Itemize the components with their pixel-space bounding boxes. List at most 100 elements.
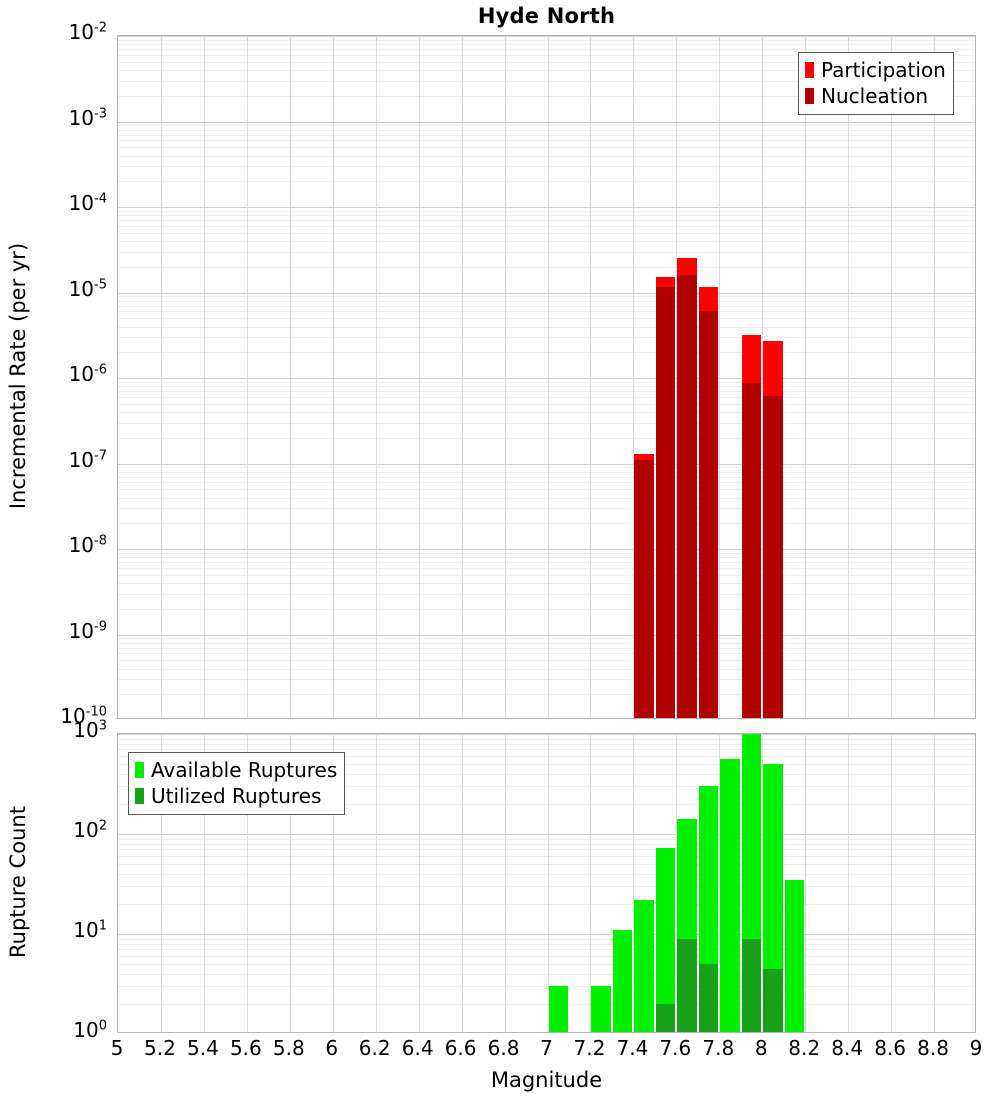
- gridline-minor-horizontal: [118, 62, 975, 63]
- gridline-minor-horizontal: [118, 327, 975, 328]
- gridline-vertical: [590, 734, 592, 1032]
- gridline-minor-horizontal: [118, 744, 975, 745]
- utilized-ruptures-segment: [677, 938, 697, 1032]
- x-tick-label: 6.6: [444, 1036, 477, 1060]
- rate-bar: [698, 36, 719, 718]
- legend-item-available-ruptures: Available Ruptures: [135, 757, 337, 783]
- gridline-minor-horizontal: [118, 964, 975, 965]
- incremental-rate-legend: Participation Nucleation: [798, 52, 954, 115]
- y-tick-label: 10-8: [68, 533, 107, 557]
- utilized-ruptures-segment: [741, 938, 762, 1032]
- x-tick-label: 5.6: [229, 1036, 262, 1060]
- gridline-minor-horizontal: [118, 482, 975, 483]
- gridline-minor-horizontal: [118, 939, 975, 940]
- x-tick-label: 7.4: [616, 1036, 649, 1060]
- gridline-vertical: [332, 36, 334, 718]
- gridline-minor-horizontal: [118, 764, 975, 765]
- gridline-major-horizontal: [118, 36, 975, 37]
- gridline-minor-horizontal: [118, 211, 975, 212]
- y-tick-label: 103: [73, 718, 107, 742]
- gridline-minor-horizontal: [118, 648, 975, 649]
- gridline-major-horizontal: [118, 378, 975, 379]
- gridline-vertical: [719, 734, 721, 1032]
- rate-bar: [655, 36, 676, 718]
- gridline-major-horizontal: [118, 122, 975, 123]
- gridline-minor-horizontal: [118, 311, 975, 312]
- gridline-minor-horizontal: [118, 956, 975, 957]
- gridline-minor-horizontal: [118, 181, 975, 182]
- x-tick-label: 7.8: [702, 1036, 735, 1060]
- gridline-minor-horizontal: [118, 397, 975, 398]
- gridline-vertical: [418, 734, 420, 1032]
- gridline-minor-horizontal: [118, 40, 975, 41]
- gridline-minor-horizontal: [118, 306, 975, 307]
- gridline-vertical: [762, 36, 764, 718]
- gridline-minor-horizontal: [118, 472, 975, 473]
- gridline-minor-horizontal: [118, 523, 975, 524]
- rupture-count-bar: [548, 734, 568, 1032]
- gridline-vertical: [805, 36, 807, 718]
- gridline-minor-horizontal: [118, 81, 975, 82]
- gridline-minor-horizontal: [118, 301, 975, 302]
- gridline-minor-horizontal: [118, 147, 975, 148]
- gridline-minor-horizontal: [118, 467, 975, 468]
- gridline-minor-horizontal: [118, 337, 975, 338]
- y-tick-label: 10-4: [68, 191, 107, 215]
- rupture-count-legend: Available Ruptures Utilized Ruptures: [128, 752, 346, 815]
- y-tick-label: 10-5: [68, 276, 107, 301]
- rupture-count-panel: [117, 733, 976, 1033]
- gridline-minor-horizontal: [118, 557, 975, 558]
- x-tick-label: 7: [540, 1036, 553, 1060]
- gridline-vertical: [289, 36, 291, 718]
- gridline-minor-horizontal: [118, 609, 975, 610]
- y-tick-label: 10-7: [68, 447, 107, 472]
- gridline-minor-horizontal: [118, 166, 975, 167]
- utilized-ruptures-segment: [763, 968, 783, 1032]
- gridline-vertical: [289, 734, 291, 1032]
- nucleation-segment: [698, 311, 719, 718]
- available-ruptures-segment: [784, 879, 805, 1032]
- gridline-minor-horizontal: [118, 638, 975, 639]
- gridline-minor-horizontal: [118, 986, 975, 987]
- gridline-minor-horizontal: [118, 233, 975, 234]
- gridline-major-horizontal: [118, 834, 975, 835]
- gridline-minor-horizontal: [118, 679, 975, 680]
- gridline-minor-horizontal: [118, 241, 975, 242]
- utilized-ruptures-color-swatch: [135, 788, 144, 804]
- utilized-ruptures-segment: [655, 1003, 676, 1032]
- gridline-minor-horizontal: [118, 477, 975, 478]
- gridline-vertical: [246, 36, 248, 718]
- gridline-minor-horizontal: [118, 386, 975, 387]
- nucleation-segment: [741, 382, 762, 718]
- gridline-minor-horizontal: [118, 215, 975, 216]
- gridline-vertical: [203, 734, 205, 1032]
- x-tick-label: 9: [969, 1036, 983, 1060]
- gridline-vertical: [375, 734, 377, 1032]
- y-tick-label: 10-3: [68, 105, 107, 130]
- legend-item-participation: Participation: [805, 57, 946, 83]
- gridline-vertical: [676, 734, 678, 1032]
- gridline-vertical: [719, 36, 721, 718]
- nucleation-segment: [655, 287, 676, 718]
- rate-bar: [741, 36, 762, 718]
- gridline-vertical: [934, 734, 936, 1032]
- rate-bar: [677, 36, 697, 718]
- gridline-minor-horizontal: [118, 575, 975, 576]
- available-ruptures-color-swatch: [135, 762, 144, 778]
- x-tick-label: 5: [110, 1036, 124, 1060]
- gridline-minor-horizontal: [118, 423, 975, 424]
- incremental-rate-plot-area: [118, 36, 975, 718]
- rupture-count-bar: [612, 734, 633, 1032]
- gridline-minor-horizontal: [118, 739, 975, 740]
- gridline-minor-horizontal: [118, 694, 975, 695]
- incremental-rate-panel: [117, 35, 976, 719]
- gridline-minor-horizontal: [118, 844, 975, 845]
- gridline-vertical: [461, 734, 463, 1032]
- gridline-minor-horizontal: [118, 252, 975, 253]
- x-tick-label: 5.2: [144, 1036, 176, 1060]
- gridline-minor-horizontal: [118, 498, 975, 499]
- gridline-minor-horizontal: [118, 352, 975, 353]
- gridline-minor-horizontal: [118, 568, 975, 569]
- gridline-minor-horizontal: [118, 318, 975, 319]
- x-tick-label: 8.4: [831, 1036, 864, 1060]
